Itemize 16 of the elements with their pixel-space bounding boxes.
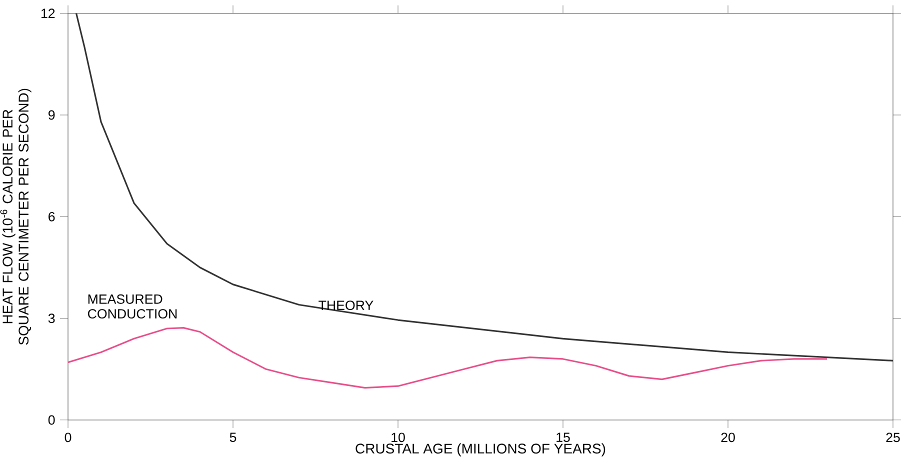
x-tick-label: 0 [64,432,72,442]
x-tick-label: 25 [886,432,900,442]
annotation: MEASURED CONDUCTION [88,294,177,319]
y-tick-label: 6 [48,212,55,222]
y-tick-label: 9 [48,110,55,120]
y-tick-label: 12 [41,8,55,18]
x-tick-label: 10 [392,432,405,442]
annotation: THEORY [318,300,374,310]
x-axis-title: CRUSTAL AGE (MILLIONS OF YEARS) [356,443,606,456]
y-tick-label: 3 [48,314,55,324]
line-series [75,13,893,362]
x-tick-label: 20 [721,432,735,442]
x-tick-label: 5 [230,432,236,442]
line-series [68,327,828,389]
x-tick-label: 15 [556,432,570,442]
y-tick-label: 0 [48,415,55,425]
